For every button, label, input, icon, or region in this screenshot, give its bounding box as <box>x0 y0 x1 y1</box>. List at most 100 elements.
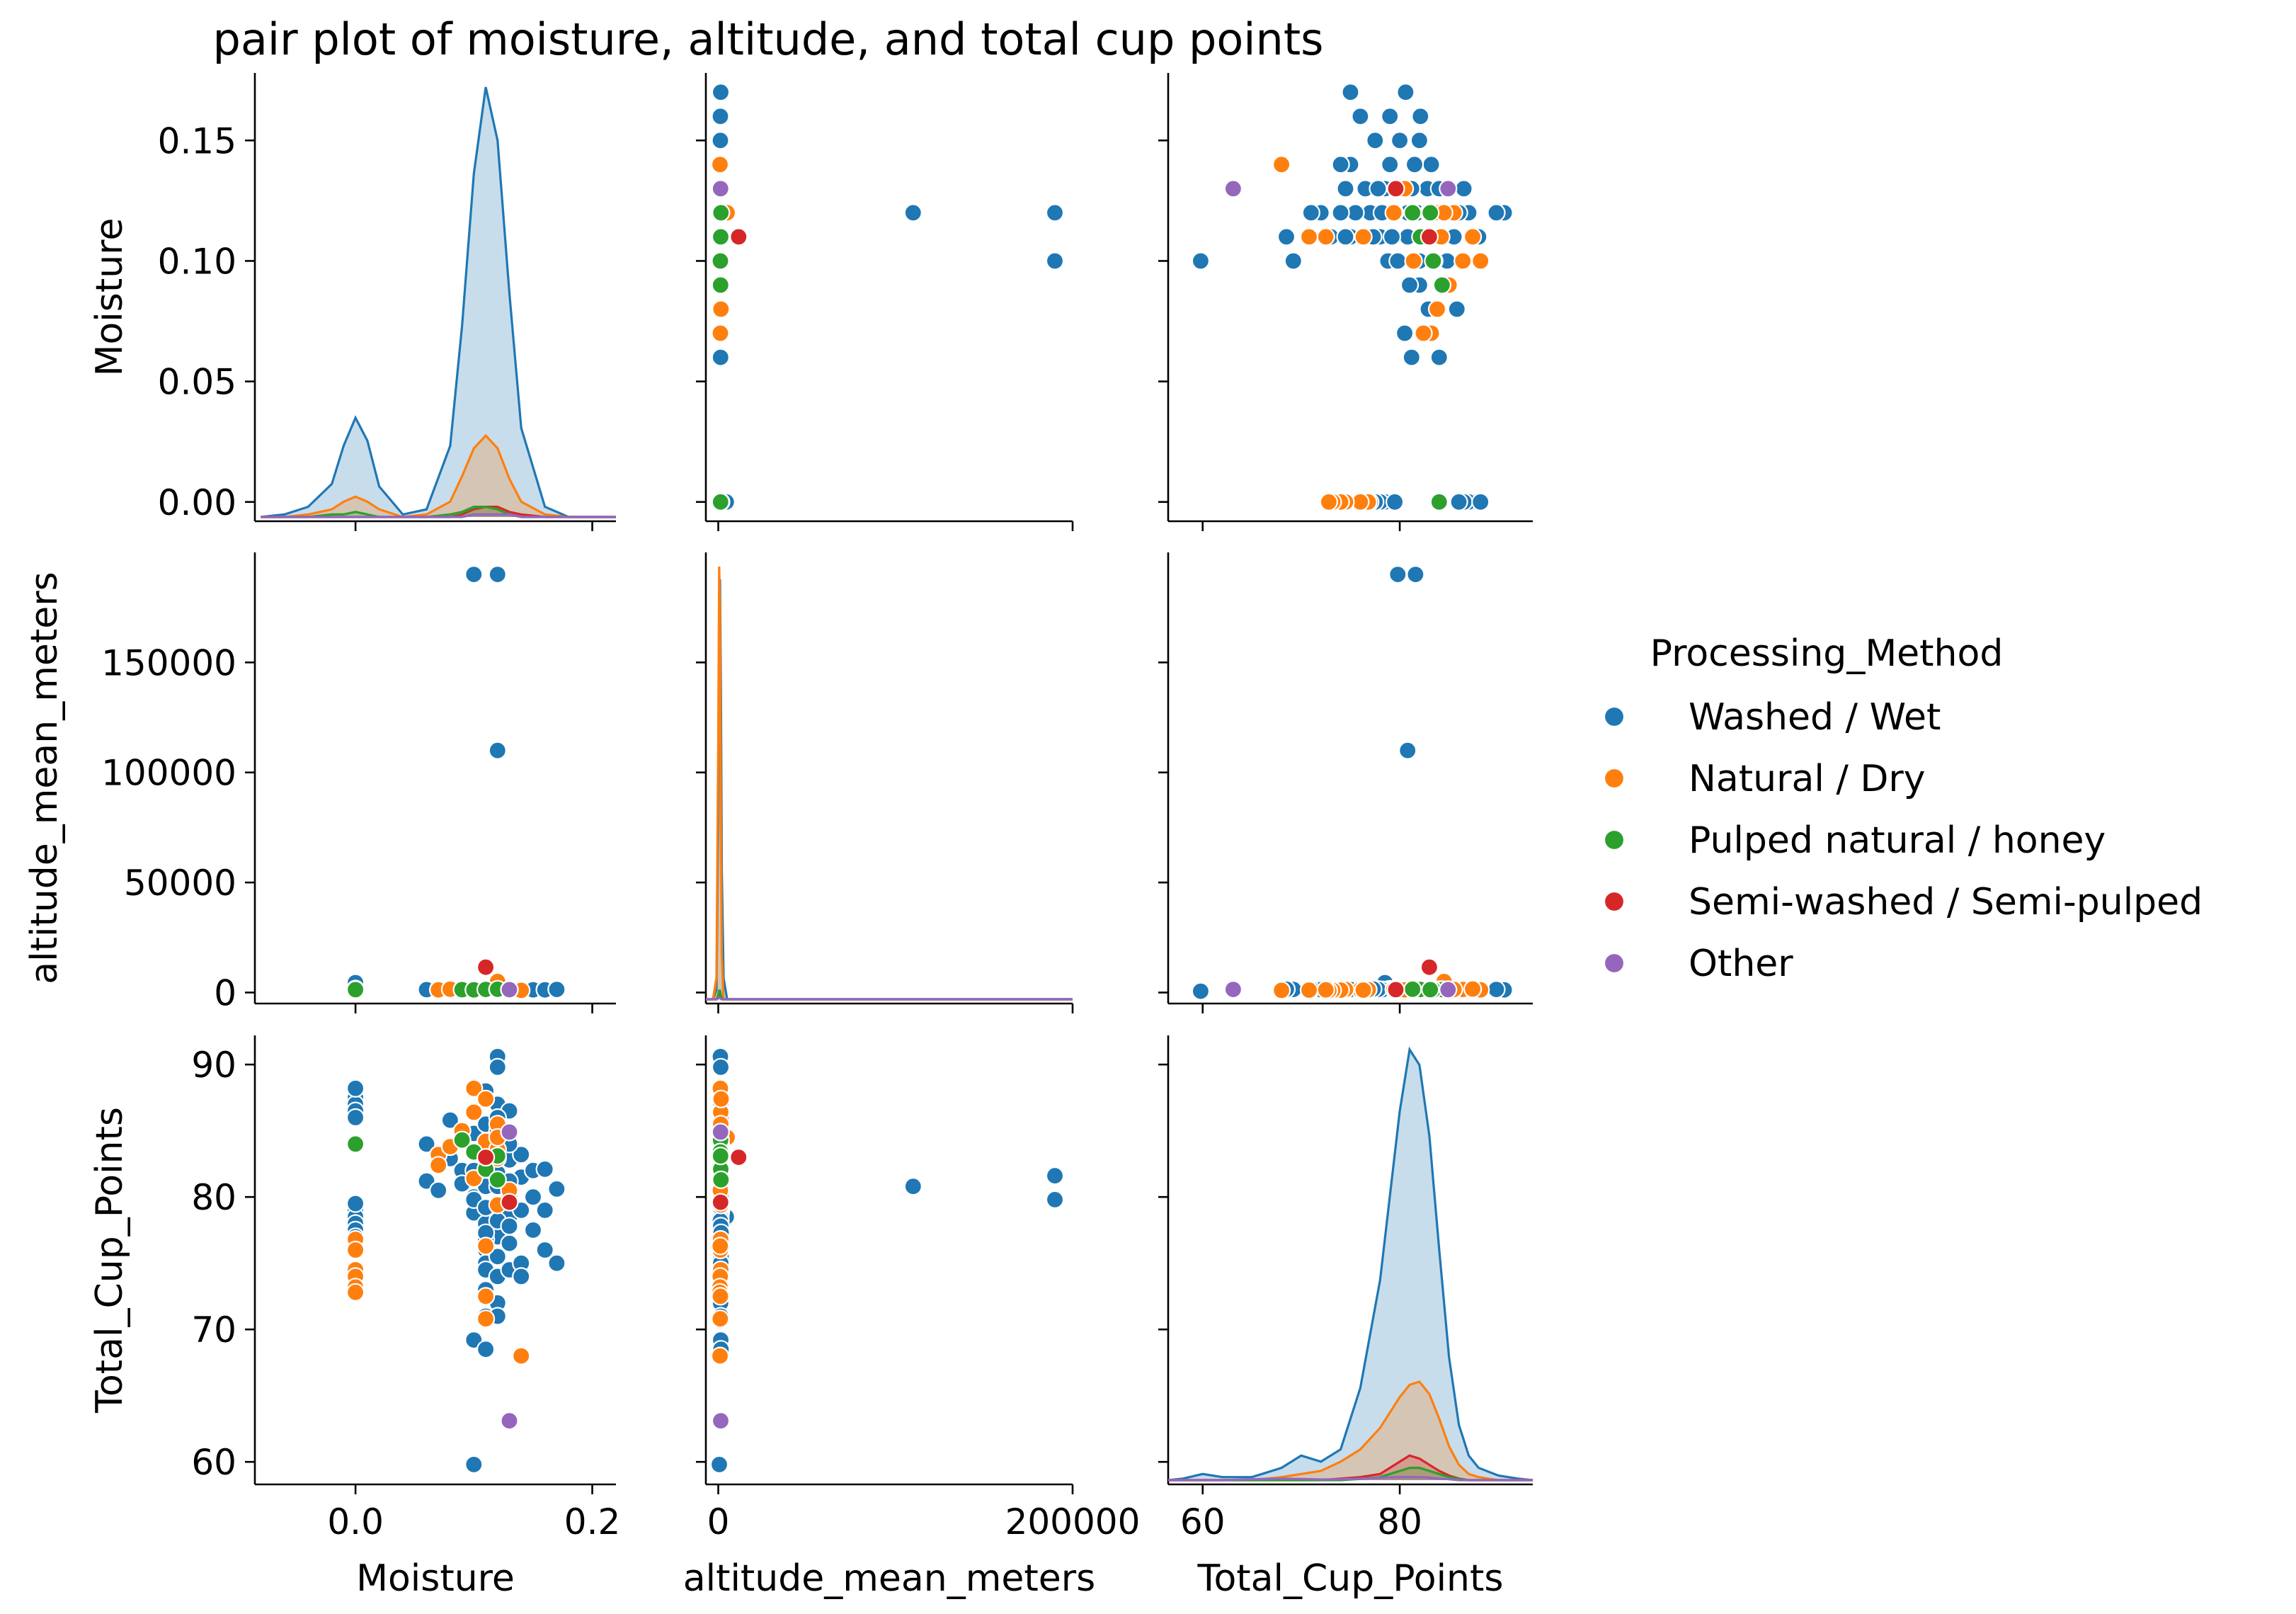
point-washed <box>709 1455 729 1474</box>
point-natural <box>710 1346 730 1365</box>
kde-fill-washed <box>261 87 616 517</box>
kde-fill-washed <box>706 579 1073 999</box>
legend-marker-other <box>1603 952 1626 974</box>
point-other <box>500 1123 519 1142</box>
point-natural <box>712 1089 731 1108</box>
panel-altitude-mean-meters-vs-total-cup-points <box>1158 552 1533 1013</box>
point-washed <box>488 1057 507 1077</box>
point-washed <box>464 564 484 584</box>
panel-moisture-vs-altitude-mean-meters <box>696 73 1074 531</box>
y-tick-label: 0.00 <box>158 482 236 523</box>
point-pulped <box>712 203 731 222</box>
point-washed <box>1331 203 1350 222</box>
legend-label-natural-dry: Natural / Dry <box>1689 758 1926 800</box>
point-washed <box>1381 107 1400 126</box>
pair-plot-panels: 0.000.050.100.15Moisture0500001000001500… <box>23 73 1533 1600</box>
legend-marker-pulped-natural-honey <box>1603 829 1626 851</box>
legend: Processing_Method Washed / Wet Natural / D… <box>1603 632 2203 985</box>
point-pulped <box>711 492 730 511</box>
point-washed <box>1471 492 1490 511</box>
point-pulped <box>1432 275 1452 295</box>
y-tick-label: 70 <box>191 1309 236 1351</box>
point-natural <box>711 1237 730 1256</box>
legend-label-pulped-natural-honey: Pulped natural / honey <box>1689 819 2106 862</box>
point-natural <box>1453 251 1473 271</box>
point-washed <box>523 1188 543 1207</box>
panel-total-cup-points-vs-total-cup-points: 60 80 Total_Cup_Points <box>1158 1035 1533 1600</box>
point-washed <box>1410 131 1429 150</box>
point-washed <box>1449 492 1468 511</box>
chart-title: pair plot of moisture, altitude, and tot… <box>213 13 1324 65</box>
x-axis-label: Moisture <box>356 1557 515 1600</box>
kde-line-other <box>261 513 616 518</box>
y-tick-label: 80 <box>191 1177 236 1218</box>
point-washed <box>488 564 507 584</box>
point-washed <box>1454 179 1473 198</box>
point-washed <box>1411 107 1430 126</box>
kde-fill-natural <box>706 567 1073 999</box>
y-tick-label: 0.10 <box>158 241 236 282</box>
point-pulped <box>488 1170 507 1190</box>
point-natural <box>1384 203 1403 222</box>
point-natural <box>476 1309 496 1329</box>
point-pulped <box>711 1147 730 1166</box>
point-natural <box>710 155 730 174</box>
legend-label-other: Other <box>1689 943 1793 985</box>
point-washed <box>417 1135 436 1154</box>
point-semi <box>729 227 748 246</box>
point-washed <box>476 1340 496 1359</box>
point-natural <box>711 324 730 343</box>
point-semi <box>729 1147 748 1167</box>
point-washed <box>1045 1166 1065 1186</box>
x-tick-label: 60 <box>1180 1501 1226 1542</box>
y-tick-label: 0 <box>214 972 236 1013</box>
point-natural <box>1299 227 1319 246</box>
point-semi <box>500 1193 519 1212</box>
point-natural <box>1319 492 1339 511</box>
point-other <box>1223 179 1243 198</box>
kde-fill-pulped <box>1168 1467 1533 1480</box>
panel-moisture-vs-total-cup-points <box>1158 73 1533 531</box>
point-pulped <box>346 1135 365 1154</box>
point-washed <box>711 107 730 126</box>
point-natural <box>429 1156 448 1175</box>
point-semi <box>1420 957 1439 977</box>
point-pulped <box>1403 203 1422 222</box>
point-washed <box>1390 131 1410 150</box>
point-washed <box>1191 982 1211 1001</box>
point-washed <box>711 1057 731 1077</box>
kde-fill-washed <box>1168 1050 1533 1480</box>
point-natural <box>464 1079 484 1098</box>
point-natural <box>1471 251 1490 271</box>
point-washed <box>1341 83 1360 102</box>
kde-line-washed <box>706 579 1073 1001</box>
point-washed <box>1487 203 1506 222</box>
y-tick-label: 0.05 <box>158 362 236 403</box>
point-natural <box>1299 980 1319 1000</box>
point-washed <box>711 348 730 367</box>
point-washed <box>1385 492 1405 511</box>
point-natural <box>1427 300 1447 319</box>
y-axis-label: altitude_mean_meters <box>23 572 66 984</box>
point-washed <box>1301 203 1320 222</box>
point-semi <box>1386 179 1405 198</box>
y-tick-label: 50000 <box>124 863 236 904</box>
point-natural <box>711 1287 730 1306</box>
point-pulped <box>452 1130 472 1149</box>
point-other <box>500 980 519 999</box>
point-washed <box>547 1254 566 1273</box>
point-washed <box>1369 179 1388 198</box>
point-pulped <box>1421 980 1440 999</box>
point-washed <box>512 1267 531 1286</box>
point-other <box>711 179 730 198</box>
kde-line-other <box>706 996 1073 1001</box>
point-washed <box>1366 131 1385 150</box>
kde-line-other <box>1168 1476 1533 1482</box>
point-washed <box>1336 179 1355 198</box>
point-pulped <box>711 227 731 246</box>
y-tick-label: 150000 <box>101 642 236 683</box>
point-washed <box>535 1200 554 1220</box>
point-other <box>500 1411 519 1431</box>
point-washed <box>1388 564 1407 584</box>
